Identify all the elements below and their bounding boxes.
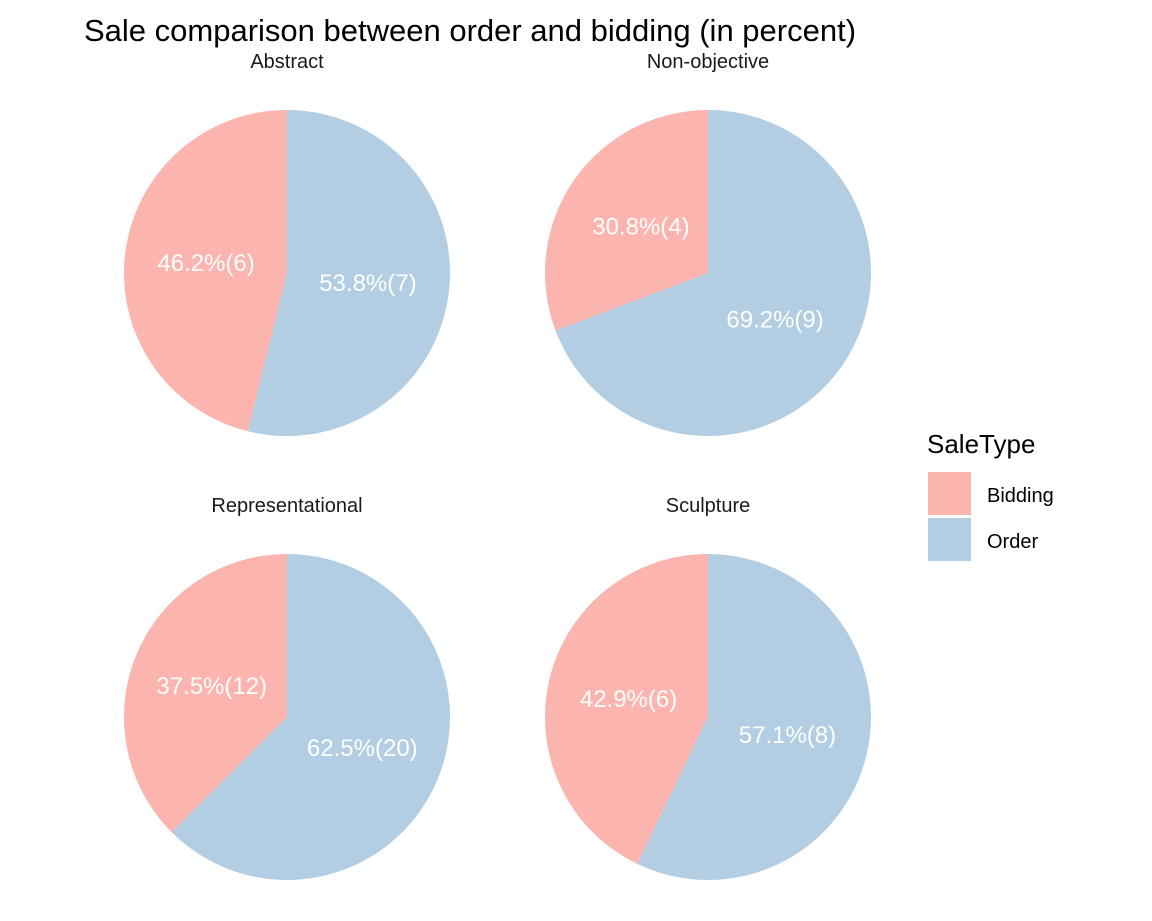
facet-title-abstract: Abstract (250, 51, 324, 73)
chart-title: Sale comparison between order and biddin… (84, 13, 856, 48)
pie-panels: 46.2%(6) 53.8%(7) 30.8%(4) 69.2%(9) 37.5%(12… (123, 110, 872, 880)
pie-slice-representational-bidding (123, 554, 287, 833)
facet-title-representational: Representational (211, 495, 362, 517)
slice-label-sculpture-bidding: 42.9%(6) (580, 686, 677, 713)
legend-key-order (928, 518, 971, 561)
legend-label-order: Order (987, 531, 1038, 553)
slice-label-representational-bidding: 37.5%(12) (156, 673, 267, 700)
facet-title-sculpture: Sculpture (666, 495, 751, 517)
slice-label-abstract-order: 53.8%(7) (319, 270, 416, 297)
pie-slice-representational-order (171, 554, 451, 880)
slice-label-abstract-bidding: 46.2%(6) (157, 250, 254, 277)
pie-slice-non-objective-bidding (545, 110, 708, 331)
slice-label-non-objective-order: 69.2%(9) (726, 306, 823, 333)
pie-slice-abstract-order (247, 110, 450, 436)
legend: SaleType Bidding Order (927, 429, 1054, 561)
slice-label-non-objective-bidding: 30.8%(4) (592, 214, 689, 241)
pie-slice-non-objective-order (555, 110, 871, 437)
pie-slice-sculpture-bidding (545, 554, 708, 864)
slice-label-sculpture-order: 57.1%(8) (739, 722, 836, 749)
legend-title: SaleType (927, 429, 1035, 459)
facet-title-non-objective: Non-objective (647, 51, 769, 73)
legend-key-bidding (928, 472, 971, 515)
pie-slice-abstract-bidding (124, 110, 288, 432)
legend-label-bidding: Bidding (987, 485, 1054, 507)
pie-slice-sculpture-order (637, 554, 872, 880)
slice-label-representational-order: 62.5%(20) (307, 735, 418, 762)
